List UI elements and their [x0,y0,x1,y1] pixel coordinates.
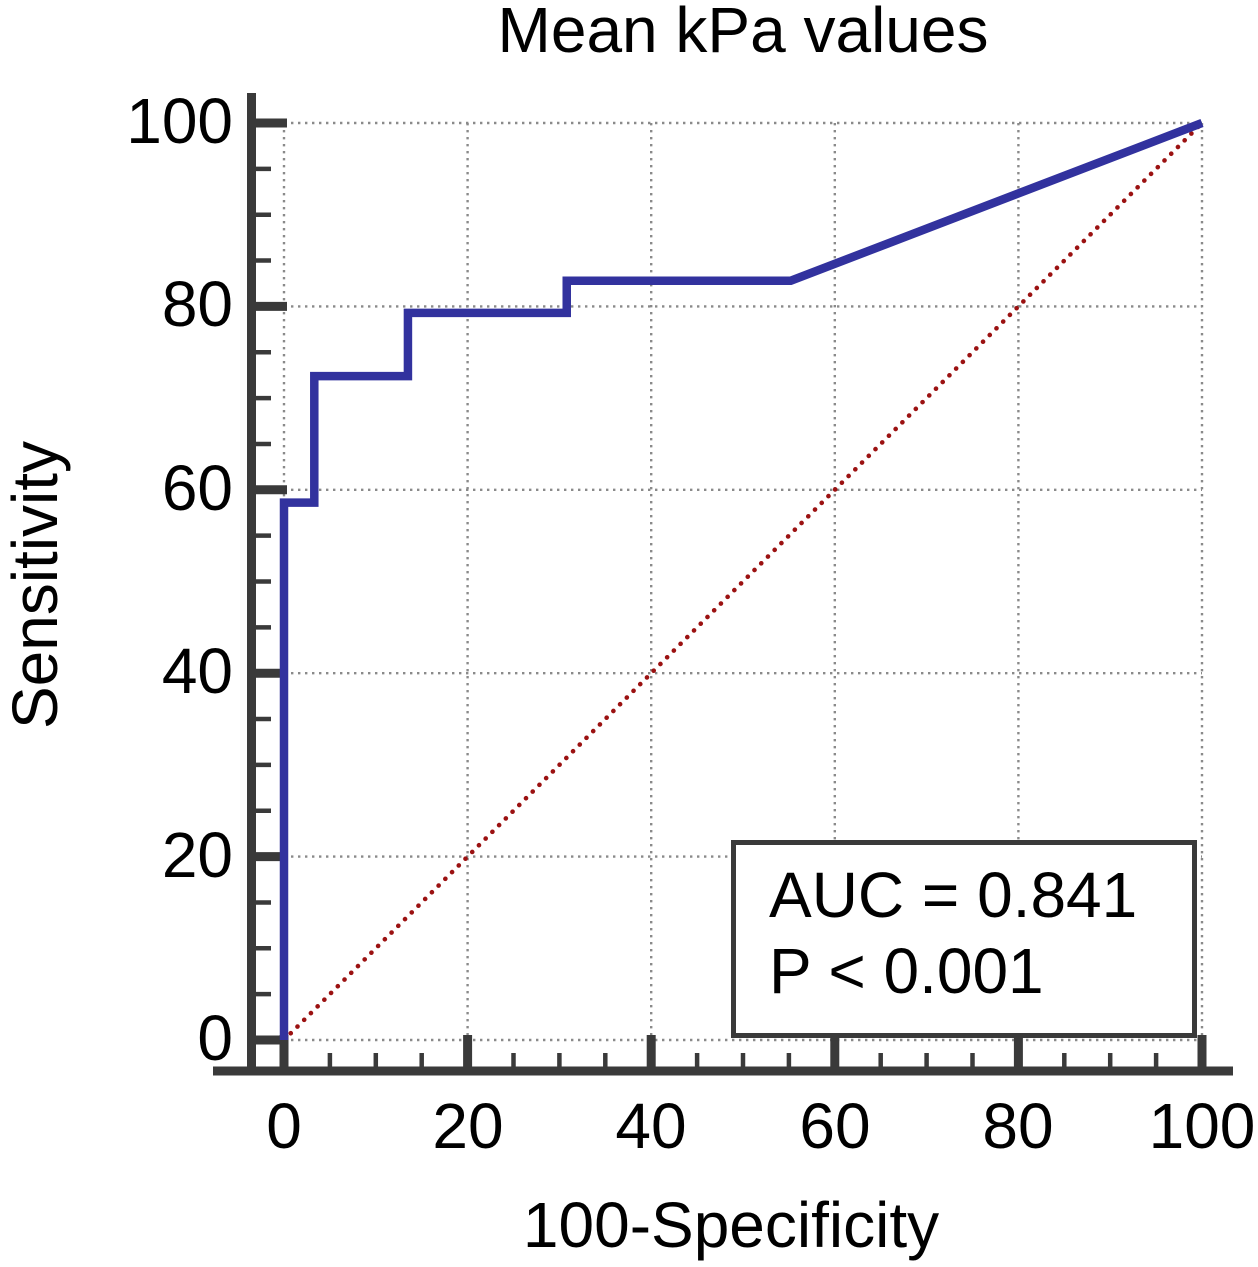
x-tick-label-60: 60 [799,1090,871,1162]
chart-title: Mean kPa values [497,0,989,66]
y-tick-label-40: 40 [161,635,233,707]
y-tick-label-20: 20 [161,819,233,891]
reference-diagonal [281,120,1205,1043]
auc-annotation-box: AUC = 0.841 P < 0.001 [731,840,1197,1038]
x-tick-label-100: 100 [1148,1090,1256,1162]
y-axis-label: Sensitivity [0,440,71,730]
x-tick-label-20: 20 [432,1090,504,1162]
y-tick-label-100: 100 [126,85,233,157]
x-tick-label-40: 40 [615,1090,687,1162]
x-tick-label-0: 0 [266,1090,302,1162]
y-tick-label-60: 60 [161,452,233,524]
y-tick-label-0: 0 [197,1002,233,1074]
x-axis-label: 100-Specificity [522,1189,940,1261]
x-tick-label-80: 80 [982,1090,1054,1162]
roc-curve [279,119,1204,1040]
auc-value-text: AUC = 0.841 [769,859,1138,931]
y-tick-label-80: 80 [161,268,233,340]
p-value-text: P < 0.001 [769,935,1044,1007]
